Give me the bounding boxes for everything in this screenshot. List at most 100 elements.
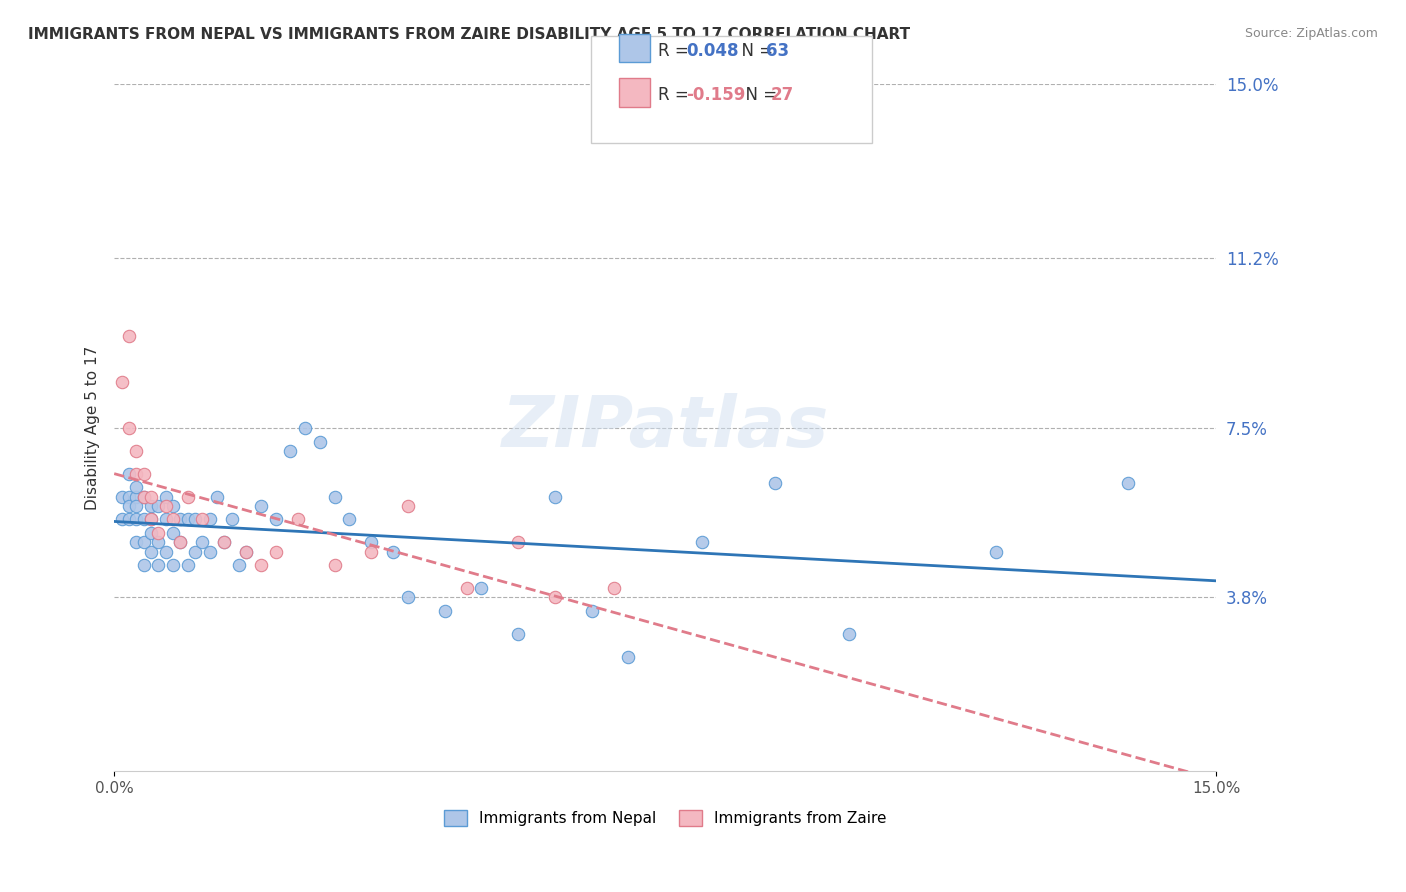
Point <box>360 535 382 549</box>
Point <box>125 480 148 494</box>
Point <box>205 490 228 504</box>
Text: R =: R = <box>658 42 695 60</box>
Point <box>110 490 132 504</box>
Point <box>221 512 243 526</box>
Point <box>360 544 382 558</box>
Point <box>176 512 198 526</box>
Text: R =: R = <box>658 87 695 104</box>
Point <box>235 544 257 558</box>
Point <box>176 558 198 573</box>
Point <box>169 512 191 526</box>
Point <box>118 499 141 513</box>
Point <box>132 490 155 504</box>
Point <box>162 512 184 526</box>
Point <box>132 535 155 549</box>
Point <box>470 581 492 595</box>
Text: IMMIGRANTS FROM NEPAL VS IMMIGRANTS FROM ZAIRE DISABILITY AGE 5 TO 17 CORRELATIO: IMMIGRANTS FROM NEPAL VS IMMIGRANTS FROM… <box>28 27 910 42</box>
Point <box>250 558 273 573</box>
Point <box>309 434 332 449</box>
Point <box>118 329 141 343</box>
Point <box>110 512 132 526</box>
Text: -0.159: -0.159 <box>686 87 745 104</box>
Point <box>132 490 155 504</box>
Point <box>169 535 191 549</box>
Point <box>264 512 287 526</box>
Point <box>125 490 148 504</box>
Point <box>396 591 419 605</box>
Point <box>132 512 155 526</box>
Text: 27: 27 <box>770 87 794 104</box>
Legend: Immigrants from Nepal, Immigrants from Zaire: Immigrants from Nepal, Immigrants from Z… <box>437 805 893 832</box>
Point <box>235 544 257 558</box>
Point <box>176 490 198 504</box>
Point <box>155 490 177 504</box>
Point <box>184 512 207 526</box>
Text: 0.048: 0.048 <box>686 42 738 60</box>
Point <box>155 512 177 526</box>
Point <box>118 512 141 526</box>
Point <box>118 490 141 504</box>
Point <box>396 499 419 513</box>
Point <box>191 535 214 549</box>
Point <box>382 544 405 558</box>
Point <box>139 526 162 541</box>
Point <box>125 467 148 481</box>
Text: N =: N = <box>735 87 783 104</box>
Point <box>162 526 184 541</box>
Point <box>508 627 530 641</box>
Point <box>155 499 177 513</box>
Point <box>581 604 603 618</box>
Point <box>690 535 713 549</box>
Point <box>287 512 309 526</box>
Point <box>132 467 155 481</box>
Point <box>838 627 860 641</box>
Text: 63: 63 <box>766 42 789 60</box>
Point <box>214 535 236 549</box>
Point <box>456 581 478 595</box>
Point <box>214 535 236 549</box>
Point <box>169 535 191 549</box>
Text: ZIPatlas: ZIPatlas <box>502 393 828 462</box>
Point <box>162 558 184 573</box>
Point <box>148 535 170 549</box>
Point <box>250 499 273 513</box>
Point <box>617 649 640 664</box>
Point <box>508 535 530 549</box>
Point <box>125 499 148 513</box>
Point <box>228 558 250 573</box>
Point <box>110 375 132 389</box>
Point <box>602 581 624 595</box>
Point <box>544 591 567 605</box>
Point <box>139 512 162 526</box>
Point <box>162 499 184 513</box>
Point <box>139 499 162 513</box>
Point <box>118 467 141 481</box>
Point <box>1116 475 1139 490</box>
Point <box>139 512 162 526</box>
Point <box>191 512 214 526</box>
Point <box>132 558 155 573</box>
Point <box>125 535 148 549</box>
Point <box>148 526 170 541</box>
Point <box>198 512 221 526</box>
Point <box>544 490 567 504</box>
Point <box>264 544 287 558</box>
Point <box>294 421 316 435</box>
Point <box>118 421 141 435</box>
Point <box>323 558 346 573</box>
Point <box>984 544 1007 558</box>
Point <box>184 544 207 558</box>
Point <box>148 499 170 513</box>
Point <box>139 490 162 504</box>
Point <box>280 443 302 458</box>
Point <box>323 490 346 504</box>
Y-axis label: Disability Age 5 to 17: Disability Age 5 to 17 <box>86 346 100 510</box>
Text: N =: N = <box>731 42 779 60</box>
Point <box>763 475 786 490</box>
Text: Source: ZipAtlas.com: Source: ZipAtlas.com <box>1244 27 1378 40</box>
Point <box>433 604 456 618</box>
Point <box>139 544 162 558</box>
Point <box>125 512 148 526</box>
Point <box>198 544 221 558</box>
Point <box>125 443 148 458</box>
